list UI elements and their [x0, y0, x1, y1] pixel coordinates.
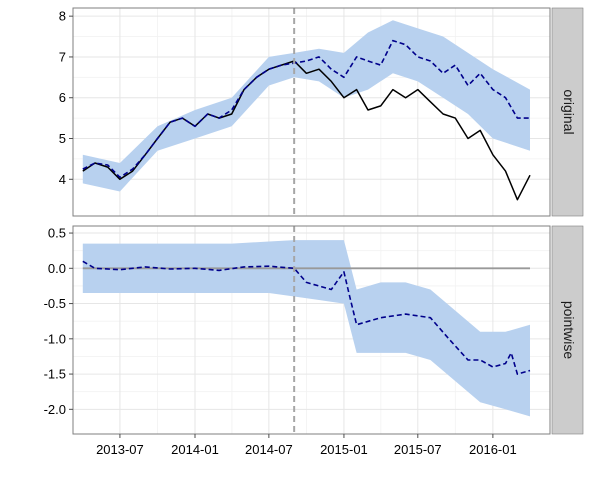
y-tick-label: 5 [59, 131, 66, 146]
facet-strip-label: original [561, 89, 577, 134]
y-tick-label: -1.5 [44, 367, 66, 382]
series-predicted [82, 39, 530, 179]
x-tick-label: 2014-07 [245, 442, 293, 457]
x-tick-label: 2015-01 [320, 442, 368, 457]
series-pointwise-effect [82, 260, 531, 375]
y-tick-label: 4 [59, 172, 66, 187]
facet-strip-label: pointwise [561, 301, 577, 360]
credible-interval-band [82, 20, 531, 192]
y-tick-label: 0.0 [48, 261, 66, 276]
panel-pointwise: -2.0 -1.5 -1.0 -0.5 0.0 0.5 pointwise [44, 225, 584, 435]
y-tick-label: 8 [59, 9, 66, 24]
y-tick-label: 7 [59, 49, 66, 64]
x-tick-label: 2015-07 [394, 442, 442, 457]
y-tick-label: -0.5 [44, 296, 66, 311]
facet-strip [551, 225, 584, 435]
credible-interval-band [82, 240, 531, 417]
y-tick-label: -1.0 [44, 331, 66, 346]
x-tick-label: 2014-01 [171, 442, 219, 457]
panel-border [72, 7, 551, 217]
panel-original: 4 5 6 7 8 original [59, 7, 584, 217]
panel-border [72, 225, 551, 435]
x-tick-label: 2016-01 [469, 442, 517, 457]
y-tick-label: 0.5 [48, 226, 66, 241]
y-tick-label: -2.0 [44, 402, 66, 417]
facet-strip [551, 7, 584, 217]
y-tick-label: 6 [59, 90, 66, 105]
x-tick-label: 2013-07 [96, 442, 144, 457]
